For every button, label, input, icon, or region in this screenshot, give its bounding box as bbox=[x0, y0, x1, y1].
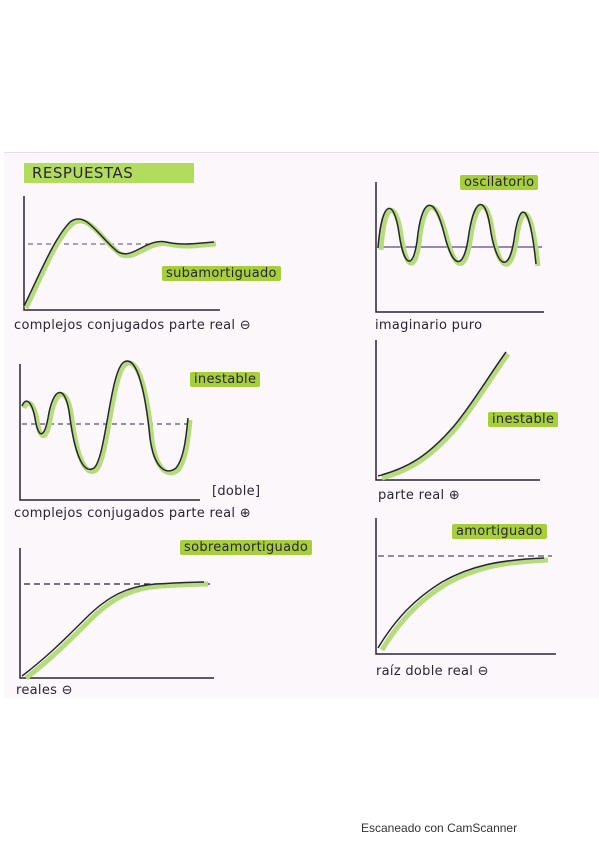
panel-inestable-real bbox=[375, 340, 540, 481]
tag-inestable-real: inestable bbox=[488, 412, 559, 427]
axes-inestable-doble bbox=[19, 364, 200, 501]
panel-inestable-doble bbox=[19, 360, 200, 501]
axes-sobreamortiguado bbox=[19, 548, 214, 679]
panel-oscilatorio bbox=[375, 182, 544, 313]
scanner-watermark: Escaneado con CamScanner bbox=[361, 821, 518, 835]
tag-amortiguado: amortiguado bbox=[452, 524, 547, 539]
caption-inestable-real: parte real ⊕ bbox=[378, 488, 461, 503]
note-doble: [doble] bbox=[212, 484, 261, 499]
panel-subamortiguado bbox=[23, 196, 220, 311]
caption-inestable-doble: complejos conjugados parte real ⊕ bbox=[14, 506, 251, 521]
caption-oscilatorio: imaginario puro bbox=[375, 318, 483, 333]
tag-subamortiguado: subamortiguado bbox=[162, 266, 281, 281]
tag-oscilatorio: oscilatorio bbox=[460, 175, 539, 190]
axes-inestable-real bbox=[375, 340, 540, 481]
panel-sobreamortiguado bbox=[19, 548, 214, 680]
curve-inestable-real bbox=[377, 351, 507, 477]
page-title: RESPUESTAS bbox=[32, 164, 134, 182]
curve-shadow-inestable-real bbox=[381, 352, 511, 481]
curve-inestable-doble bbox=[21, 360, 189, 472]
title-highlight: RESPUESTAS bbox=[24, 163, 194, 183]
panel-amortiguado bbox=[375, 518, 556, 655]
caption-subamortiguado: complejos conjugados parte real ⊖ bbox=[14, 318, 251, 333]
curve-shadow-oscilatorio bbox=[378, 204, 541, 267]
caption-amortiguado: raíz doble real ⊖ bbox=[376, 664, 489, 679]
curve-shadow-sobreamortiguado bbox=[24, 581, 209, 680]
axes-oscilatorio bbox=[375, 182, 544, 313]
curve-amortiguado bbox=[377, 557, 545, 649]
caption-sobreamortiguado: reales ⊖ bbox=[16, 683, 73, 698]
curve-sobreamortiguado bbox=[21, 581, 205, 677]
axes-amortiguado bbox=[375, 518, 556, 655]
tag-sobreamortiguado: sobreamortiguado bbox=[180, 540, 313, 555]
tag-inestable-doble: inestable bbox=[190, 372, 261, 387]
curve-shadow-subamortiguado bbox=[23, 218, 217, 310]
curve-oscilatorio bbox=[377, 203, 537, 265]
curve-subamortiguado bbox=[23, 218, 215, 307]
axes-subamortiguado bbox=[23, 196, 220, 311]
curve-shadow-amortiguado bbox=[379, 557, 549, 652]
